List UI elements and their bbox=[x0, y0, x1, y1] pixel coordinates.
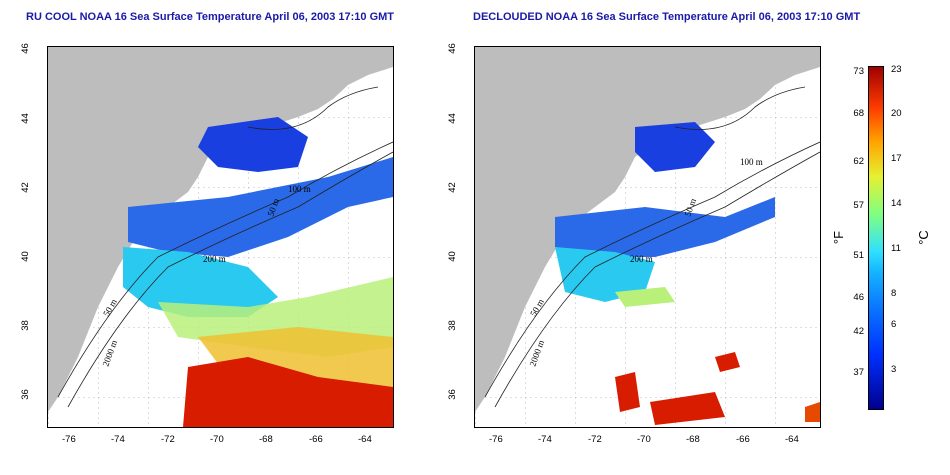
left-panel-title: RU COOL NOAA 16 Sea Surface Temperature … bbox=[26, 11, 395, 23]
left-sst-map: 100 m 50 m 200 m 50 m 2000 m bbox=[47, 46, 394, 428]
lon-tick: -72 bbox=[161, 434, 175, 445]
nova-scotia-land bbox=[288, 47, 393, 102]
contour-line bbox=[57, 141, 393, 398]
contour-label: 200 m bbox=[630, 254, 653, 264]
colorbar-f-label: 37 bbox=[853, 367, 864, 378]
colorbar-c-label: 6 bbox=[891, 319, 897, 330]
lon-tick: -76 bbox=[489, 434, 503, 445]
hot-patch bbox=[715, 352, 740, 372]
cold-water bbox=[198, 117, 308, 172]
colorbar-c-label: 20 bbox=[891, 108, 902, 119]
hot-patch bbox=[805, 402, 820, 422]
shelf-water bbox=[555, 247, 655, 302]
lon-tick: -76 bbox=[62, 434, 76, 445]
colorbar-f-label: 46 bbox=[853, 292, 864, 303]
contour-label: 200 m bbox=[203, 254, 226, 264]
lon-tick: -74 bbox=[538, 434, 552, 445]
contour-line bbox=[494, 151, 820, 408]
lat-tick: 40 bbox=[19, 251, 31, 262]
cold-water-band bbox=[555, 197, 775, 257]
lat-tick: 42 bbox=[19, 182, 31, 193]
hot-patch bbox=[650, 392, 725, 425]
lon-tick: -66 bbox=[309, 434, 323, 445]
lat-tick: 46 bbox=[19, 43, 31, 54]
lon-tick: -72 bbox=[588, 434, 602, 445]
lon-tick: -70 bbox=[637, 434, 651, 445]
cold-water-band bbox=[128, 157, 393, 257]
contour-line bbox=[247, 86, 379, 130]
lon-tick: -70 bbox=[210, 434, 224, 445]
unit-celsius: °C bbox=[915, 230, 931, 245]
colorbar-f-label: 57 bbox=[853, 200, 864, 211]
shelf-water bbox=[123, 247, 278, 317]
colorbar-f-label: 42 bbox=[853, 326, 864, 337]
lon-tick: -68 bbox=[259, 434, 273, 445]
temperature-colorbar bbox=[868, 66, 884, 410]
lon-tick: -74 bbox=[111, 434, 125, 445]
lon-tick: -64 bbox=[358, 434, 372, 445]
colorbar-f-label: 68 bbox=[853, 108, 864, 119]
lat-tick: 46 bbox=[446, 43, 458, 54]
colorbar-c-label: 3 bbox=[891, 364, 897, 375]
contour-label: 100 m bbox=[288, 184, 311, 194]
colorbar-f-label: 51 bbox=[853, 250, 864, 261]
unit-fahrenheit: °F bbox=[831, 230, 847, 245]
contour-label: 100 m bbox=[740, 157, 763, 167]
colorbar-c-label: 14 bbox=[891, 198, 902, 209]
colorbar-c-label: 23 bbox=[891, 64, 902, 75]
lat-tick: 36 bbox=[446, 389, 458, 400]
colorbar-c-label: 8 bbox=[891, 288, 897, 299]
gulf-stream bbox=[183, 357, 393, 427]
lat-tick: 36 bbox=[19, 389, 31, 400]
colorbar-f-label: 62 bbox=[853, 156, 864, 167]
lat-tick: 44 bbox=[446, 113, 458, 124]
colorbar-f-label: 73 bbox=[853, 66, 864, 77]
warm-patch bbox=[615, 287, 675, 307]
lat-tick: 42 bbox=[446, 182, 458, 193]
land-mass bbox=[475, 47, 820, 412]
hot-patch bbox=[615, 372, 640, 412]
lon-tick: -66 bbox=[736, 434, 750, 445]
contour-line bbox=[67, 151, 393, 408]
colorbar-c-label: 17 bbox=[891, 153, 902, 164]
lat-tick: 40 bbox=[446, 251, 458, 262]
lat-tick: 38 bbox=[19, 320, 31, 331]
colorbar-c-label: 11 bbox=[891, 243, 901, 254]
lat-tick: 38 bbox=[446, 320, 458, 331]
right-panel-title: DECLOUDED NOAA 16 Sea Surface Temperatur… bbox=[473, 11, 861, 23]
cold-water bbox=[635, 122, 715, 172]
lon-tick: -64 bbox=[785, 434, 799, 445]
right-sst-map: 100 m 50 m 200 m 50 m 2000 m bbox=[474, 46, 821, 428]
contour-line bbox=[674, 86, 806, 130]
contour-line bbox=[484, 141, 820, 398]
lon-tick: -68 bbox=[686, 434, 700, 445]
land-mass bbox=[48, 47, 393, 412]
lat-tick: 44 bbox=[19, 113, 31, 124]
